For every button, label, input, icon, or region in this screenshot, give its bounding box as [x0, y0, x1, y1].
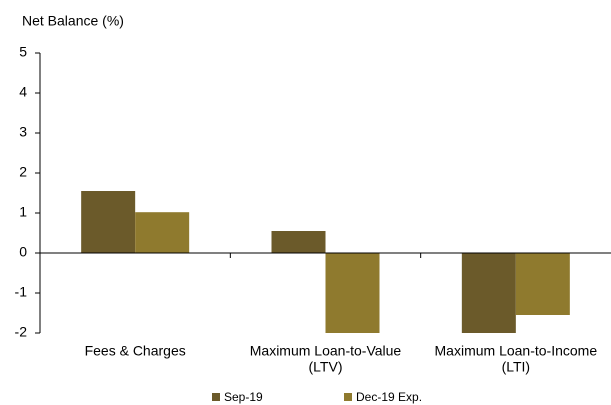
bar — [271, 231, 326, 253]
y-tick-label: 3 — [19, 124, 27, 140]
y-tick-label: 5 — [19, 44, 27, 60]
y-tick-label: 4 — [19, 84, 27, 100]
bar — [461, 253, 516, 333]
y-tick-label: 0 — [19, 244, 27, 260]
y-tick-label: -2 — [15, 324, 28, 340]
y-tick-label: -1 — [15, 284, 28, 300]
legend-label: Dec-19 Exp. — [356, 390, 422, 404]
x-tick-label: (LTV) — [309, 359, 343, 375]
legend-swatch — [212, 393, 220, 401]
bar — [135, 212, 190, 253]
bar — [325, 253, 380, 333]
bar — [81, 191, 136, 253]
bar — [515, 253, 570, 315]
y-tick-label: 1 — [19, 204, 27, 220]
legend-label: Sep-19 — [224, 390, 263, 404]
x-tick-label: (LTI) — [502, 359, 531, 375]
x-tick-label: Maximum Loan-to-Value — [250, 343, 402, 359]
legend-swatch — [344, 393, 352, 401]
x-tick-label: Fees & Charges — [85, 343, 186, 359]
y-axis-label: Net Balance (%) — [22, 13, 124, 29]
y-tick-label: 2 — [19, 164, 27, 180]
x-tick-label: Maximum Loan-to-Income — [435, 343, 598, 359]
